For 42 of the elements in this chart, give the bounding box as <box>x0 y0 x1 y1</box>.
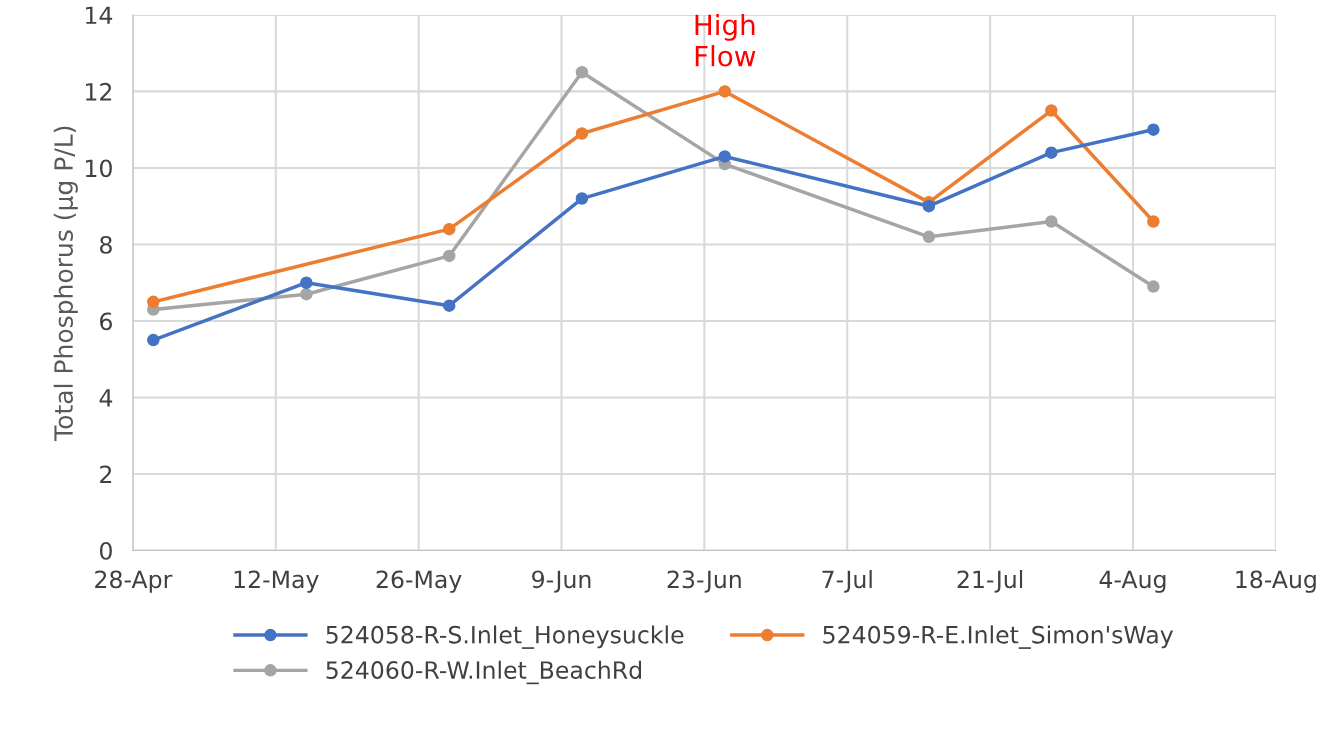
point <box>147 295 160 309</box>
legend-label: 524058-R-S.Inlet_Honeysuckle <box>326 625 684 649</box>
y-axis-title: Total Phosphorus (µg P/L) <box>53 126 78 441</box>
y-tick-label: 14 <box>86 6 113 24</box>
x-tick-label: 28-Apr <box>95 570 173 593</box>
x-tick-label: 9-Jun <box>532 570 591 593</box>
point <box>1045 104 1058 117</box>
point <box>147 333 160 347</box>
point <box>575 66 589 79</box>
point <box>442 299 456 312</box>
y-tick-label: 2 <box>100 465 112 483</box>
x-tick-label: 12-May <box>234 570 319 593</box>
x-tick-label: 26-May <box>376 570 462 593</box>
point <box>575 127 589 140</box>
point <box>442 222 456 236</box>
y-tick-label: 12 <box>86 82 112 101</box>
point <box>1147 280 1160 293</box>
point <box>718 150 732 163</box>
x-tick-label: 23-Jun <box>667 570 741 593</box>
x-tick-label: 18-Aug <box>1236 570 1316 593</box>
legend-label: 524059-R-E.Inlet_Simon'sWay <box>823 625 1174 649</box>
point <box>442 249 456 263</box>
y-tick-label: 6 <box>100 312 112 331</box>
y-tick-label: 8 <box>100 235 112 254</box>
point <box>1045 146 1058 159</box>
point <box>922 199 936 213</box>
y-tick-label: 10 <box>86 159 112 178</box>
legend-label: 524060-R-W.Inlet_BeachRd <box>326 660 642 685</box>
point <box>718 85 732 98</box>
point <box>300 287 313 301</box>
x-tick-label: 4-Aug <box>1099 570 1166 593</box>
point <box>1045 215 1058 228</box>
point <box>1147 215 1160 228</box>
point <box>300 276 313 289</box>
x-tick-label: 21-Jul <box>957 570 1023 593</box>
annotation: High Flow <box>695 13 756 67</box>
y-tick-label: 0 <box>99 542 112 560</box>
point <box>575 192 589 205</box>
y-tick-label: 4 <box>99 389 113 407</box>
x-tick-label: 7-Jul <box>822 570 872 593</box>
point <box>1147 123 1160 136</box>
point <box>922 230 936 244</box>
